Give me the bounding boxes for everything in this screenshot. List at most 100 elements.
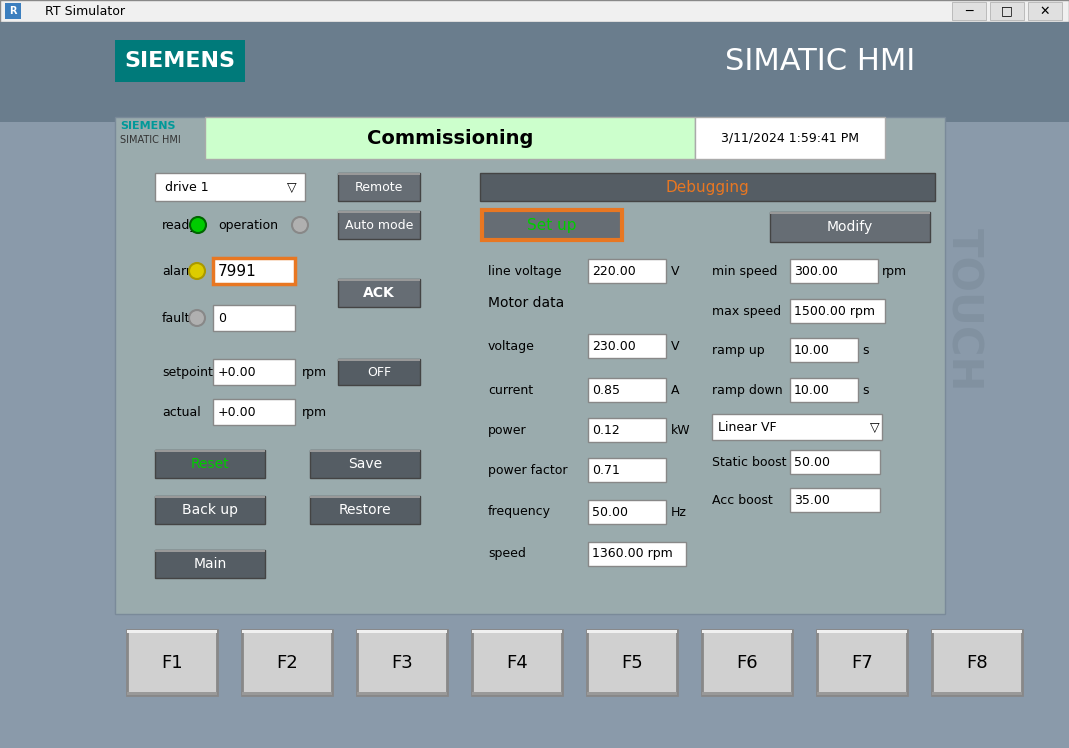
Bar — [932, 630, 1022, 695]
Text: RT Simulator: RT Simulator — [45, 4, 125, 17]
Text: ramp down: ramp down — [712, 384, 783, 396]
Bar — [702, 630, 792, 695]
Bar — [932, 630, 1022, 633]
Text: Restore: Restore — [339, 503, 391, 517]
Text: Back up: Back up — [182, 503, 238, 517]
Circle shape — [189, 310, 205, 326]
Bar — [338, 211, 420, 213]
Text: ready: ready — [162, 218, 198, 231]
Bar — [990, 2, 1024, 20]
Text: speed: speed — [489, 548, 526, 560]
Bar — [155, 550, 265, 552]
Bar — [588, 500, 666, 524]
Text: F4: F4 — [506, 654, 528, 672]
Text: max speed: max speed — [712, 304, 781, 317]
Bar — [472, 692, 562, 695]
Text: 50.00: 50.00 — [592, 506, 628, 518]
Bar — [952, 2, 986, 20]
Text: rpm: rpm — [882, 265, 908, 278]
Text: +0.00: +0.00 — [218, 405, 257, 418]
Text: Debugging: Debugging — [665, 180, 749, 194]
Bar — [357, 630, 447, 633]
Circle shape — [292, 217, 308, 233]
Bar — [817, 630, 907, 633]
Text: Main: Main — [193, 557, 227, 571]
Bar — [587, 630, 677, 695]
Bar — [702, 692, 792, 695]
Text: □: □ — [1002, 4, 1012, 17]
Bar — [357, 692, 447, 695]
Text: rpm: rpm — [303, 405, 327, 418]
Bar — [932, 692, 1022, 695]
Text: 1360.00 rpm: 1360.00 rpm — [592, 548, 672, 560]
Bar — [695, 117, 885, 159]
Bar — [472, 630, 562, 695]
Circle shape — [189, 263, 205, 279]
Text: Remote: Remote — [355, 180, 403, 194]
Bar — [587, 692, 677, 695]
Text: A: A — [671, 384, 680, 396]
Bar — [482, 210, 622, 240]
Bar — [310, 496, 420, 498]
Text: Set up: Set up — [527, 218, 577, 233]
Text: rpm: rpm — [303, 366, 327, 378]
Bar — [790, 299, 885, 323]
Bar — [1028, 2, 1062, 20]
Text: Save: Save — [347, 457, 382, 471]
Bar — [155, 450, 265, 478]
Text: min speed: min speed — [712, 265, 777, 278]
Text: Auto mode: Auto mode — [345, 218, 414, 231]
Bar — [310, 450, 420, 478]
Text: 300.00: 300.00 — [794, 265, 838, 278]
Bar — [702, 630, 792, 633]
Text: ✕: ✕ — [1040, 4, 1050, 17]
Text: +0.00: +0.00 — [218, 366, 257, 378]
Text: Modify: Modify — [827, 220, 873, 234]
Bar — [242, 630, 332, 633]
Text: V: V — [671, 340, 680, 352]
Bar — [213, 399, 295, 425]
Bar — [588, 378, 666, 402]
Text: F3: F3 — [391, 654, 413, 672]
Text: 10.00: 10.00 — [794, 343, 830, 357]
Text: Commissioning: Commissioning — [367, 129, 533, 147]
Bar — [790, 488, 880, 512]
Bar — [588, 542, 686, 566]
Text: F1: F1 — [161, 654, 183, 672]
Bar — [817, 630, 907, 695]
Text: F5: F5 — [621, 654, 642, 672]
Bar — [127, 692, 217, 695]
Bar — [115, 117, 945, 614]
Text: 1500.00 rpm: 1500.00 rpm — [794, 304, 876, 317]
Text: 50.00: 50.00 — [794, 456, 830, 468]
Bar — [357, 630, 447, 695]
Text: s: s — [862, 343, 868, 357]
Text: Motor data: Motor data — [489, 296, 564, 310]
Bar — [338, 279, 420, 307]
Text: fault: fault — [162, 311, 190, 325]
Bar — [205, 117, 695, 159]
Bar — [213, 258, 295, 284]
Circle shape — [190, 217, 206, 233]
Bar — [338, 211, 420, 239]
Text: SIEMENS: SIEMENS — [124, 51, 235, 71]
Text: ACK: ACK — [363, 286, 394, 300]
Text: 3/11/2024 1:59:41 PM: 3/11/2024 1:59:41 PM — [721, 132, 859, 144]
Bar — [817, 692, 907, 695]
Text: Acc boost: Acc boost — [712, 494, 773, 506]
Text: Reset: Reset — [190, 457, 230, 471]
Bar — [155, 496, 265, 524]
Text: voltage: voltage — [489, 340, 534, 352]
Bar — [480, 173, 935, 201]
Bar — [790, 259, 878, 283]
Text: 7991: 7991 — [218, 263, 257, 278]
Text: Static boost: Static boost — [712, 456, 787, 468]
Bar — [213, 305, 295, 331]
Text: ▽: ▽ — [288, 180, 297, 194]
Bar — [712, 414, 882, 440]
Bar — [338, 279, 420, 281]
Text: F2: F2 — [276, 654, 298, 672]
Bar — [155, 173, 305, 201]
Bar — [770, 212, 930, 214]
Text: 230.00: 230.00 — [592, 340, 636, 352]
